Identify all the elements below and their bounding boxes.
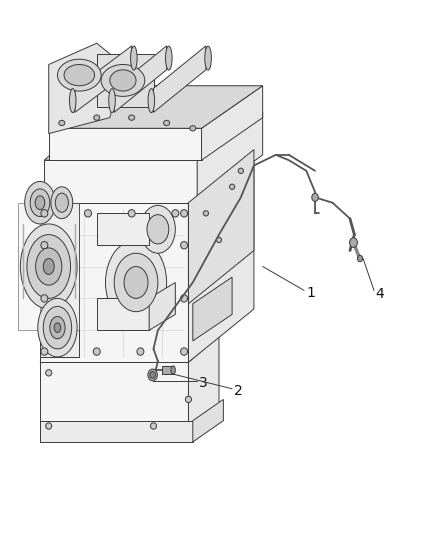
Polygon shape xyxy=(40,336,219,362)
Ellipse shape xyxy=(25,181,55,224)
Ellipse shape xyxy=(46,423,52,429)
Ellipse shape xyxy=(59,120,65,126)
Polygon shape xyxy=(40,203,79,357)
Ellipse shape xyxy=(128,209,135,217)
Polygon shape xyxy=(162,366,173,374)
Text: 4: 4 xyxy=(375,287,384,301)
Polygon shape xyxy=(40,362,188,431)
Polygon shape xyxy=(44,112,263,160)
Ellipse shape xyxy=(35,196,45,209)
Ellipse shape xyxy=(20,224,77,309)
Ellipse shape xyxy=(106,240,166,325)
Ellipse shape xyxy=(163,120,170,126)
Ellipse shape xyxy=(94,115,100,120)
Ellipse shape xyxy=(46,369,52,376)
Text: 1: 1 xyxy=(306,286,315,300)
Polygon shape xyxy=(44,160,197,203)
Ellipse shape xyxy=(150,372,155,378)
Ellipse shape xyxy=(124,266,148,298)
Ellipse shape xyxy=(41,295,48,302)
Polygon shape xyxy=(97,54,153,107)
Ellipse shape xyxy=(148,369,157,381)
Polygon shape xyxy=(188,150,254,362)
Ellipse shape xyxy=(150,423,156,429)
Ellipse shape xyxy=(190,126,196,131)
Polygon shape xyxy=(49,43,123,134)
Ellipse shape xyxy=(203,211,208,216)
Ellipse shape xyxy=(51,187,73,219)
Polygon shape xyxy=(188,150,254,304)
Ellipse shape xyxy=(55,193,68,212)
Ellipse shape xyxy=(137,348,144,356)
Ellipse shape xyxy=(357,255,363,262)
Ellipse shape xyxy=(180,295,187,302)
Ellipse shape xyxy=(35,248,62,285)
Ellipse shape xyxy=(166,46,172,70)
Polygon shape xyxy=(75,46,132,112)
Ellipse shape xyxy=(30,189,50,216)
Ellipse shape xyxy=(230,184,235,189)
Ellipse shape xyxy=(70,88,76,112)
Ellipse shape xyxy=(147,215,169,244)
Ellipse shape xyxy=(114,253,158,312)
Polygon shape xyxy=(97,213,149,245)
Ellipse shape xyxy=(180,241,187,249)
Ellipse shape xyxy=(27,235,71,298)
Ellipse shape xyxy=(205,46,212,70)
Ellipse shape xyxy=(101,64,145,96)
Ellipse shape xyxy=(41,209,48,217)
Ellipse shape xyxy=(350,238,357,247)
Ellipse shape xyxy=(129,115,135,120)
Polygon shape xyxy=(40,203,188,362)
Polygon shape xyxy=(114,46,166,112)
Polygon shape xyxy=(201,86,263,160)
Ellipse shape xyxy=(41,348,48,356)
Ellipse shape xyxy=(238,168,244,173)
Ellipse shape xyxy=(43,306,72,349)
Polygon shape xyxy=(97,298,149,330)
Ellipse shape xyxy=(180,209,187,217)
Ellipse shape xyxy=(172,209,179,217)
Ellipse shape xyxy=(85,209,92,217)
Ellipse shape xyxy=(57,59,101,91)
Ellipse shape xyxy=(185,396,191,402)
Polygon shape xyxy=(49,128,201,160)
Ellipse shape xyxy=(171,366,175,374)
Ellipse shape xyxy=(54,323,61,333)
Ellipse shape xyxy=(110,70,136,91)
Polygon shape xyxy=(49,86,263,128)
Ellipse shape xyxy=(150,369,156,376)
Ellipse shape xyxy=(148,88,155,112)
Ellipse shape xyxy=(312,193,318,201)
Polygon shape xyxy=(193,399,223,442)
Polygon shape xyxy=(188,336,219,431)
Ellipse shape xyxy=(64,64,95,86)
Ellipse shape xyxy=(216,237,222,243)
Ellipse shape xyxy=(109,88,115,112)
Ellipse shape xyxy=(180,348,187,356)
Ellipse shape xyxy=(93,348,100,356)
Ellipse shape xyxy=(131,46,137,70)
Ellipse shape xyxy=(50,317,65,339)
Ellipse shape xyxy=(141,205,175,253)
Ellipse shape xyxy=(43,259,54,274)
Polygon shape xyxy=(197,112,263,203)
Polygon shape xyxy=(40,421,193,442)
Text: 2: 2 xyxy=(234,384,243,399)
Polygon shape xyxy=(193,277,232,341)
Ellipse shape xyxy=(41,241,48,249)
Polygon shape xyxy=(149,282,175,330)
Ellipse shape xyxy=(38,298,77,357)
Text: 3: 3 xyxy=(199,376,208,391)
Polygon shape xyxy=(153,46,206,112)
Polygon shape xyxy=(18,203,79,330)
Polygon shape xyxy=(40,150,254,203)
